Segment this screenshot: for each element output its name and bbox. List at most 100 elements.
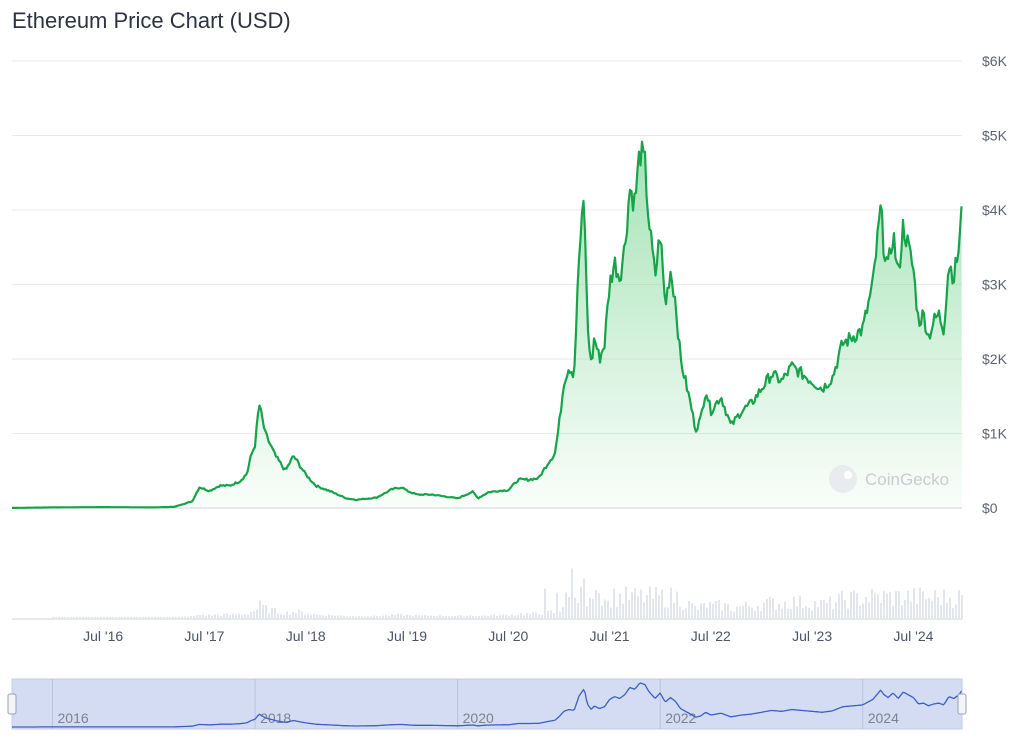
- volume-bar: [460, 615, 462, 619]
- volume-bar: [169, 616, 171, 619]
- volume-bar: [346, 616, 348, 619]
- volume-bar: [721, 610, 723, 619]
- volume-bar: [922, 591, 924, 619]
- volume-bar: [646, 595, 648, 619]
- volume-bar: [703, 603, 705, 619]
- volume-bar: [265, 605, 267, 619]
- gecko-logo-icon: [829, 465, 857, 493]
- volume-bar: [637, 596, 639, 619]
- volume-bar: [133, 616, 135, 619]
- volume-bar: [871, 588, 873, 619]
- volume-bar: [253, 611, 255, 619]
- volume-bar: [874, 592, 876, 619]
- volume-bar: [508, 616, 510, 619]
- volume-bar: [745, 601, 747, 619]
- volume-bar: [820, 599, 822, 619]
- volume-bar: [901, 605, 903, 619]
- volume-bar: [580, 586, 582, 619]
- volume-bar: [838, 594, 840, 619]
- volume-bar: [502, 614, 504, 619]
- volume-bar: [70, 616, 72, 619]
- navigator-right-handle[interactable]: [957, 693, 967, 715]
- volume-bar: [553, 613, 555, 619]
- volume-bar: [85, 616, 87, 619]
- volume-bar: [277, 613, 279, 619]
- volume-bar: [505, 614, 507, 619]
- volume-bar: [412, 616, 414, 619]
- volume-bar: [250, 611, 252, 619]
- x-tick-label: Jul '16: [83, 628, 123, 644]
- volume-bar: [961, 595, 963, 619]
- volume-bar: [562, 607, 564, 619]
- volume-bar: [763, 602, 765, 619]
- volume-bar: [400, 613, 402, 619]
- volume-bar: [208, 614, 210, 619]
- x-axis-labels: Jul '16 Jul '17 Jul '18 Jul '19 Jul '20 Jul '…: [83, 628, 933, 644]
- volume-bar: [520, 613, 522, 619]
- volume-bar: [331, 615, 333, 619]
- volume-bar: [61, 616, 63, 619]
- volume-bar: [739, 606, 741, 619]
- volume-bar: [184, 616, 186, 619]
- volume-bar: [484, 615, 486, 619]
- volume-bar: [163, 616, 165, 619]
- volume-bar: [238, 613, 240, 619]
- volume-bar: [352, 616, 354, 619]
- volume-bar: [826, 603, 828, 619]
- volume-bar: [577, 603, 579, 619]
- volume-bar: [409, 614, 411, 619]
- volume-bar: [571, 568, 573, 619]
- volume-bar: [679, 607, 681, 619]
- y-tick-label: $4K: [982, 202, 1008, 218]
- x-tick-label: Jul '21: [590, 628, 630, 644]
- volume-bar: [586, 606, 588, 619]
- volume-bar: [259, 600, 261, 619]
- volume-bar: [709, 602, 711, 619]
- navigator-background[interactable]: [11, 678, 963, 730]
- navigator-year-label: 2016: [58, 710, 89, 726]
- price-line[interactable]: [12, 140, 963, 509]
- volume-bar: [712, 603, 714, 619]
- y-tick-label: $1K: [982, 426, 1008, 442]
- volume-bar: [886, 593, 888, 619]
- volume-bar: [337, 615, 339, 619]
- volume-bar: [925, 599, 927, 619]
- volume-bar: [916, 603, 918, 619]
- volume-bar: [673, 602, 675, 619]
- gecko-eye-icon: [844, 471, 852, 479]
- volume-bar: [805, 606, 807, 619]
- coingecko-watermark: CoinGecko: [829, 465, 949, 493]
- volume-bar: [196, 614, 198, 619]
- volume-bar: [301, 611, 303, 619]
- volume-bar: [97, 616, 99, 619]
- navigator-left-handle[interactable]: [7, 693, 17, 715]
- volume-bar: [574, 597, 576, 619]
- range-navigator[interactable]: 2016 2018 2020 2022 2024: [7, 678, 967, 730]
- volume-bar: [106, 616, 108, 619]
- volume-bar: [256, 609, 258, 619]
- volume-bar: [643, 602, 645, 619]
- volume-bar: [100, 616, 102, 619]
- volume-bar: [382, 615, 384, 619]
- volume-bar: [364, 616, 366, 619]
- volume-bar: [232, 613, 234, 619]
- volume-bar: [493, 614, 495, 619]
- volume-bar: [940, 605, 942, 619]
- volume-bar: [223, 613, 225, 619]
- volume-bar: [355, 616, 357, 619]
- volume-bar: [55, 616, 57, 619]
- volume-bar: [115, 616, 117, 619]
- volume-bar: [319, 614, 321, 619]
- price-area-fill: [12, 141, 962, 508]
- volume-bar: [457, 615, 459, 619]
- volume-bar: [430, 615, 432, 619]
- y-tick-label: $5K: [982, 128, 1008, 144]
- volume-bar: [937, 597, 939, 619]
- volume-bar: [121, 616, 123, 619]
- volume-bar: [757, 606, 759, 619]
- volume-bar: [685, 608, 687, 619]
- volume-bar: [649, 586, 651, 619]
- volume-bar: [748, 606, 750, 619]
- volume-bar: [949, 597, 951, 619]
